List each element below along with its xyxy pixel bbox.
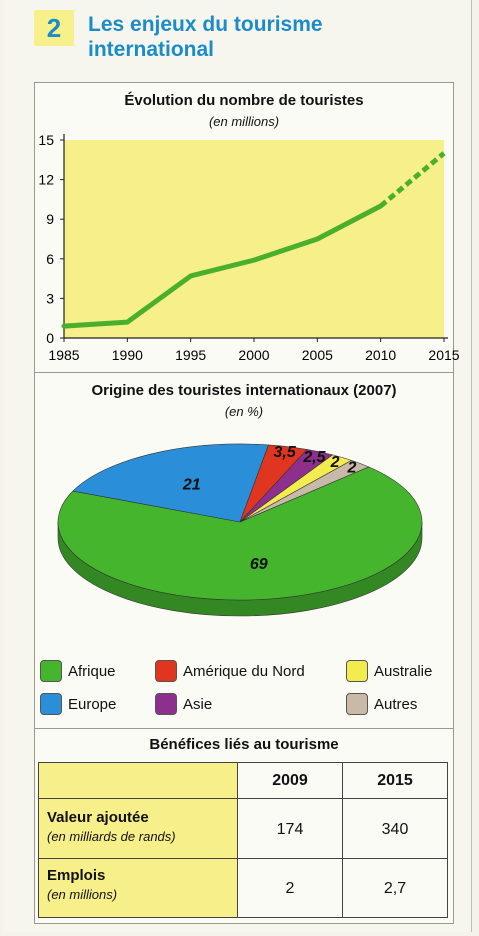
legend-swatch <box>155 660 177 682</box>
section-title: Les enjeux du tourisme international <box>88 13 323 61</box>
table-header-2009: 2009 <box>237 762 343 799</box>
legend-swatch <box>40 693 62 715</box>
benefits-table: 2009 2015 Valeur ajoutée (en milliards d… <box>38 762 448 918</box>
x-tick-label: 1985 <box>48 347 79 363</box>
row-label-emplois: Emplois <box>47 867 106 884</box>
separator-2 <box>34 728 454 729</box>
x-tick-label: 2015 <box>428 347 459 363</box>
legend-item-asie: Asie <box>155 693 212 715</box>
plot-background <box>64 140 444 338</box>
x-tick-label: 2000 <box>238 347 269 363</box>
line-chart-subtitle: (en millions) <box>208 114 280 129</box>
y-tick-label: 12 <box>38 172 54 188</box>
table-title: Bénéfices liés au tourisme <box>149 736 339 753</box>
legend-item-australie: Australie <box>346 660 432 682</box>
separator-1 <box>34 372 454 373</box>
x-tick-label: 1990 <box>112 347 143 363</box>
legend-item-amerique: Amérique du Nord <box>155 660 305 682</box>
pie-chart-subtitle: (en %) <box>224 404 264 419</box>
table-cell: 340 <box>342 798 448 859</box>
legend-label: Afrique <box>68 662 116 680</box>
x-tick-label: 2010 <box>365 347 396 363</box>
table-cell: 174 <box>237 798 343 859</box>
legend-swatch <box>40 660 62 682</box>
pie-data-label: 2 <box>346 460 356 477</box>
pie-slice-afrique <box>57 466 423 601</box>
legend-label: Amérique du Nord <box>183 662 305 680</box>
pie-slice-europe <box>72 443 269 523</box>
legend-item-afrique: Afrique <box>40 660 116 682</box>
y-tick-label: 15 <box>38 132 54 148</box>
legend-swatch <box>346 693 368 715</box>
series-line <box>61 203 384 329</box>
section-number: 2 <box>34 10 74 46</box>
legend-label: Asie <box>183 695 213 713</box>
y-tick-label: 3 <box>46 290 54 306</box>
pie-data-label: 69 <box>250 556 268 573</box>
pie-chart-title: Origine des touristes internationaux (20… <box>91 382 397 399</box>
row-label-valeur: Valeur ajoutée <box>47 809 149 826</box>
series-line-projection <box>379 151 446 208</box>
y-tick-label: 9 <box>46 211 54 227</box>
table-row-label: Valeur ajoutée (en milliards de rands) <box>38 798 238 859</box>
line-chart: 0 3 6 9 12 15 1985 1990 1995 2000 2005 2010 2015 <box>38 132 459 363</box>
y-tick-label: 6 <box>46 251 54 267</box>
table-corner <box>38 762 238 799</box>
line-chart-title: Évolution du nombre de touristes <box>124 92 364 109</box>
legend-item-autres: Autres <box>346 693 417 715</box>
row-sublabel-emplois: (en millions) <box>47 887 118 902</box>
pie-data-label: 21 <box>182 476 201 493</box>
table-row-label: Emplois (en millions) <box>38 858 238 918</box>
legend-label: Australie <box>374 662 433 680</box>
table-header-2015: 2015 <box>342 762 448 799</box>
legend-swatch <box>346 660 368 682</box>
row-sublabel-valeur: (en milliards de rands) <box>47 829 176 844</box>
pie-data-label: 3,5 <box>274 444 297 461</box>
pie-data-label: 2,5 <box>302 449 326 466</box>
legend-swatch <box>155 693 177 715</box>
legend-label: Autres <box>374 695 418 713</box>
x-tick-label: 2005 <box>302 347 333 363</box>
pie-data-label: 2 <box>330 454 340 471</box>
pie-slice-autres <box>239 460 370 523</box>
table-cell: 2,7 <box>342 858 448 918</box>
table-cell: 2 <box>237 858 343 918</box>
legend-item-europe: Europe <box>40 693 116 715</box>
x-tick-label: 1995 <box>175 347 206 363</box>
legend-label: Europe <box>68 695 117 713</box>
y-tick-label: 0 <box>46 330 54 346</box>
